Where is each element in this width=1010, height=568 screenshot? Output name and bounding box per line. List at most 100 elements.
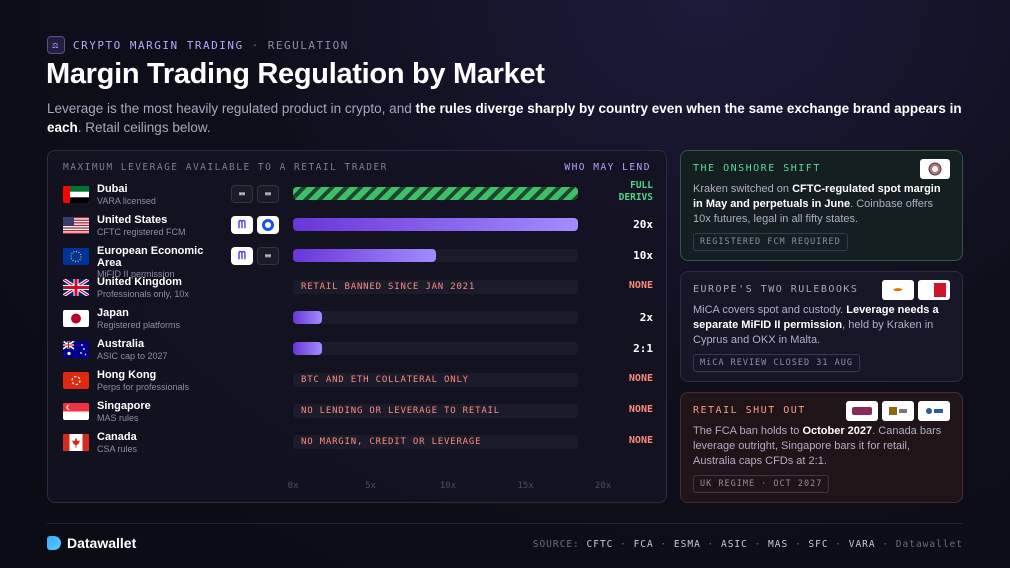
leverage-bar xyxy=(293,311,322,324)
exchange-logos: ᗰ xyxy=(231,216,279,234)
country-rule: Perps for professionals xyxy=(97,382,190,392)
source-separator: · xyxy=(794,539,802,550)
source-fca[interactable]: FCA xyxy=(626,539,661,550)
country-rule: CFTC registered FCM xyxy=(97,227,186,237)
x-tick-label: 15x xyxy=(517,481,534,491)
subtitle-tail: . Retail ceilings below. xyxy=(77,120,211,135)
coinbase-logo-icon xyxy=(257,216,279,234)
restriction-note: BTC AND ETH COLLATERAL ONLY xyxy=(293,373,578,387)
card-body-emphasis: October 2027 xyxy=(802,425,873,437)
card-body-emphasis: CFTC-regulated spot margin in May and pe… xyxy=(693,183,941,210)
card-europe-rulebooks: EUROPE'S TWO RULEBOOKS MiCA covers spot … xyxy=(680,271,963,382)
source-cftc[interactable]: CFTC xyxy=(586,539,621,550)
country-name: United States xyxy=(97,214,168,226)
source-vara[interactable]: VARA xyxy=(842,539,883,550)
card-body: Kraken switched on CFTC-regulated spot m… xyxy=(693,182,950,227)
card-body-lead: Kraken switched on xyxy=(693,183,793,195)
regulator-seal-icon xyxy=(920,159,950,179)
chart-row: Dubai VARA licensed ▣▣ ▣▣ FULL DERIVS xyxy=(48,180,668,211)
country-name: Australia xyxy=(97,338,145,350)
card-retail-shut-out: RETAIL SHUT OUT The FCA ban holds to Oct… xyxy=(680,392,963,503)
card-tag: REGISTERED FCM REQUIRED xyxy=(693,233,848,251)
source-separator: · xyxy=(660,539,668,550)
subtitle-emphasis: the rules diverge sharply by country eve… xyxy=(47,101,962,135)
page-title: Margin Trading Regulation by Market xyxy=(46,58,545,90)
brand-name: Datawallet xyxy=(67,535,137,551)
chart-row: Hong Kong Perps for professionals BTC AND … xyxy=(48,369,668,397)
leverage-value: 2x xyxy=(639,311,653,324)
datawallet-logo-icon xyxy=(47,536,61,550)
restriction-note: NO LENDING OR LEVERAGE TO RETAIL xyxy=(293,404,578,418)
card-body-tail: . Canada bars leverage outright, Singapo… xyxy=(693,425,942,467)
kraken-logo-icon: ᗰ xyxy=(231,247,253,265)
x-tick-label: 20x xyxy=(594,481,612,491)
uk-flag-icon xyxy=(63,279,89,296)
eu-flag-icon xyxy=(63,248,89,265)
leverage-bar xyxy=(293,249,436,262)
source-asic[interactable]: ASIC xyxy=(714,539,755,550)
source-separator: · xyxy=(754,539,762,550)
card-body-lead: MiCA covers spot and custody. xyxy=(693,304,847,316)
canada-flag-icon xyxy=(63,434,89,451)
exchange-logos: ▣▣ ▣▣ xyxy=(231,185,279,203)
country-rule: Professionals only, 10x xyxy=(97,289,189,299)
card-badges xyxy=(920,159,950,179)
leverage-chart-panel: MAXIMUM LEVERAGE AVAILABLE TO A RETAIL T… xyxy=(47,150,667,503)
chart-header: MAXIMUM LEVERAGE AVAILABLE TO A RETAIL T… xyxy=(63,162,651,173)
leverage-value: 20x xyxy=(633,218,653,231)
country-rule: Registered platforms xyxy=(97,320,181,330)
country-name: Singapore xyxy=(97,400,151,412)
country-rule: ASIC cap to 2027 xyxy=(97,351,168,361)
card-badges xyxy=(846,401,950,421)
source-esma[interactable]: ESMA xyxy=(667,539,708,550)
country-name: Japan xyxy=(97,307,129,319)
page-subtitle: Leverage is the most heavily regulated p… xyxy=(47,99,967,137)
okx-logo-icon: ▣▣ xyxy=(257,247,279,265)
country-name: Hong Kong xyxy=(97,369,157,381)
card-title: RETAIL SHUT OUT xyxy=(693,405,806,416)
australia-flag-icon xyxy=(63,341,89,358)
country-rule: CSA rules xyxy=(97,444,138,454)
kraken-logo-icon: ᗰ xyxy=(231,216,253,234)
card-badges xyxy=(882,280,950,300)
uae-flag-icon xyxy=(63,186,89,203)
exchange-logos: ᗰ ▣▣ xyxy=(231,247,279,265)
card-body-emphasis: Leverage needs a separate MiFID II permi… xyxy=(693,304,939,331)
card-body-tail: . Coinbase offers 10x futures, legal in … xyxy=(693,198,934,225)
kicker-section: REGULATION xyxy=(267,38,349,52)
leverage-value: FULL DERIVS xyxy=(618,180,653,203)
japan-flag-icon xyxy=(63,310,89,327)
source-separator: · xyxy=(620,539,627,550)
okx-logo-icon: ▣▣ xyxy=(231,185,253,203)
source-sfc[interactable]: SFC xyxy=(801,539,836,550)
country-rule: MAS rules xyxy=(97,413,139,423)
country-name: Dubai xyxy=(97,183,128,195)
leverage-value: NONE xyxy=(628,280,653,291)
card-tag: UK REGIME · OCT 2027 xyxy=(693,475,830,493)
brand-logo[interactable]: Datawallet xyxy=(47,535,136,551)
who-may-lend-header: WHO MAY LEND xyxy=(564,162,651,173)
subtitle-lead: Leverage is the most heavily regulated p… xyxy=(47,101,416,116)
malta-flag-icon xyxy=(918,280,950,300)
leverage-bar xyxy=(293,342,322,355)
source-mas[interactable]: MAS xyxy=(761,539,795,550)
card-body: The FCA ban holds to October 2027. Canad… xyxy=(693,424,950,469)
us-flag-icon xyxy=(63,217,89,234)
chart-row: Japan Registered platforms 2x xyxy=(48,307,668,335)
x-tick-label: 5x xyxy=(365,481,376,491)
scales-icon: ⚖ xyxy=(47,36,65,54)
source-separator: · xyxy=(707,539,715,550)
leverage-bar xyxy=(293,187,578,200)
country-name: United Kingdom xyxy=(97,276,182,288)
chart-row: Australia ASIC cap to 2027 2:1 xyxy=(48,338,668,366)
chart-title: MAXIMUM LEVERAGE AVAILABLE TO A RETAIL T… xyxy=(63,162,388,173)
country-rule: VARA licensed xyxy=(97,196,156,206)
leverage-value: 2:1 xyxy=(633,342,653,355)
leverage-value: 10x xyxy=(633,249,653,262)
card-onshore-shift: THE ONSHORE SHIFT Kraken switched on CFT… xyxy=(680,150,963,261)
bar-track xyxy=(293,311,578,324)
leverage-value: NONE xyxy=(628,373,653,384)
leverage-bar xyxy=(293,218,578,231)
chart-row: United States CFTC registered FCM ᗰ 20x xyxy=(48,214,668,242)
hong-kong-flag-icon xyxy=(63,372,89,389)
